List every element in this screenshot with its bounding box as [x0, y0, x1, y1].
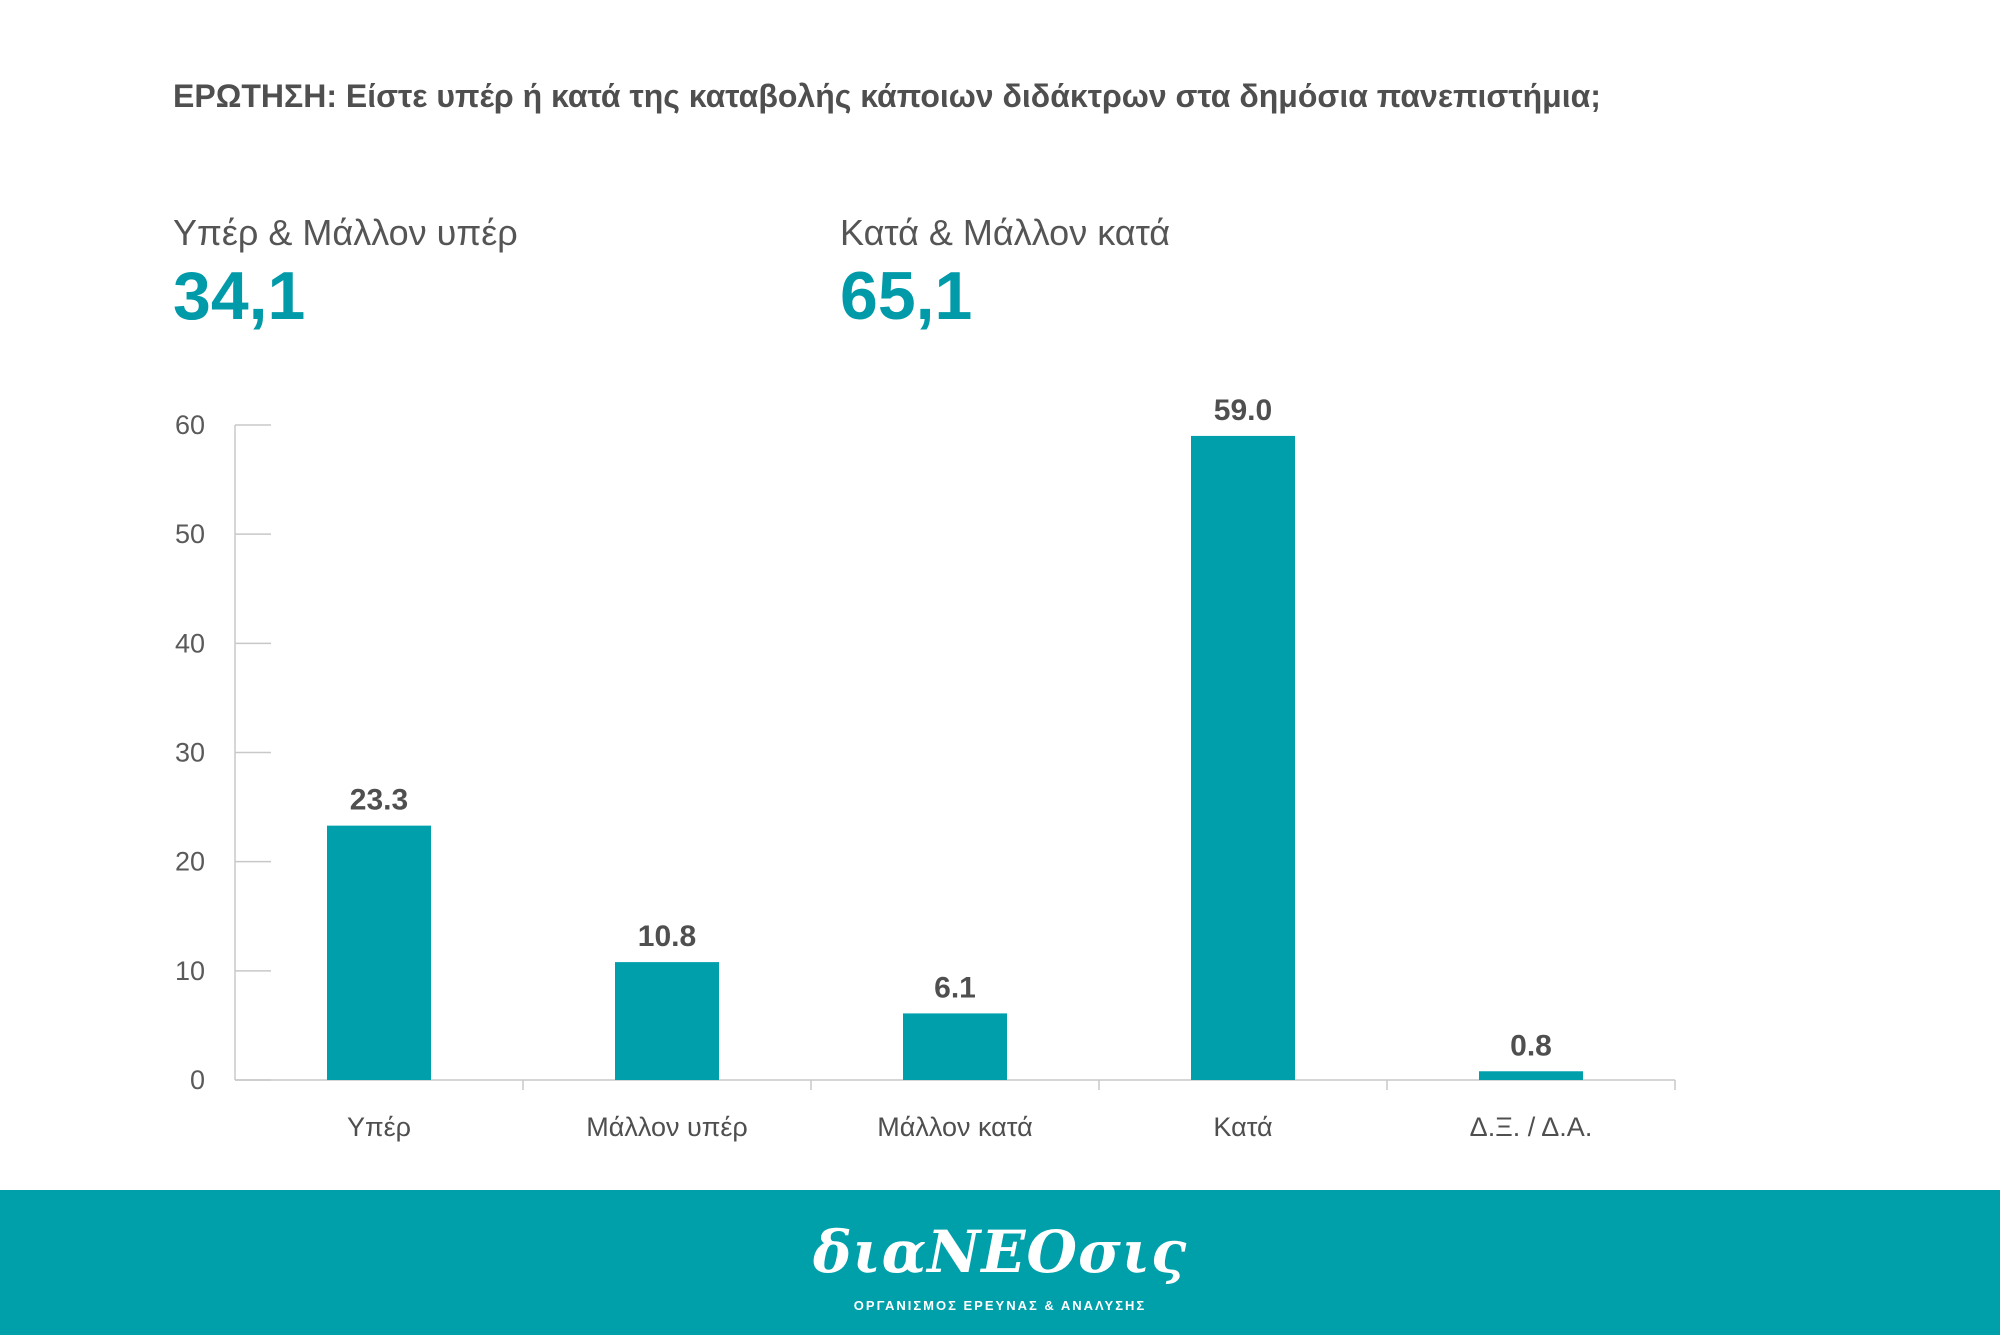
bar	[1479, 1071, 1583, 1080]
y-tick-label: 20	[175, 847, 205, 877]
summary-for-value: 34,1	[173, 258, 306, 334]
bar-value-label: 6.1	[934, 971, 976, 1004]
x-category-label: Δ.Ξ. / Δ.Α.	[1470, 1112, 1593, 1142]
y-tick-label: 50	[175, 519, 205, 549]
bar-value-label: 23.3	[350, 784, 408, 817]
y-tick-label: 60	[175, 410, 205, 440]
x-category-label: Κατά	[1213, 1112, 1272, 1142]
footer-band: διαΝΕΟσις ΟΡΓΑΝΙΣΜΟΣ ΕΡΕΥΝΑΣ & ΑΝΑΛΥΣΗΣ	[0, 1190, 2000, 1335]
x-category-label: Μάλλον κατά	[877, 1112, 1032, 1142]
y-tick-label: 30	[175, 738, 205, 768]
bar	[1191, 435, 1295, 1081]
bar-value-label: 59.0	[1214, 394, 1272, 427]
question-title: ΕΡΩΤΗΣΗ: Είστε υπέρ ή κατά της καταβολής…	[173, 78, 1601, 114]
dianeosis-logo: διαΝΕΟσις	[812, 1218, 1188, 1286]
summary-against: Κατά & Μάλλον κατά 65,1	[840, 212, 1170, 330]
bar	[903, 1013, 1007, 1080]
x-category-label: Υπέρ	[347, 1112, 411, 1142]
summary-for-label: Υπέρ & Μάλλον υπέρ	[173, 212, 518, 253]
bar-value-label: 10.8	[638, 920, 696, 953]
x-category-label: Μάλλον υπέρ	[586, 1112, 748, 1142]
bar	[615, 962, 719, 1080]
summary-against-label: Κατά & Μάλλον κατά	[840, 212, 1171, 253]
bar-value-label: 0.8	[1510, 1029, 1552, 1062]
footer-tagline: ΟΡΓΑΝΙΣΜΟΣ ΕΡΕΥΝΑΣ & ΑΝΑΛΥΣΗΣ	[853, 1298, 1147, 1313]
bar	[327, 825, 431, 1080]
y-tick-label: 10	[175, 956, 205, 986]
y-tick-label: 0	[190, 1065, 205, 1095]
y-tick-label: 40	[175, 628, 205, 658]
bar-chart: 0 10 20 30 40 50 60 23.3 Υπέρ 10.8 Μάλλον υπέρ 6.1 Μ…	[175, 394, 1676, 1142]
summary-for: Υπέρ & Μάλλον υπέρ 34,1	[173, 212, 518, 330]
summary-against-value: 65,1	[840, 258, 973, 334]
